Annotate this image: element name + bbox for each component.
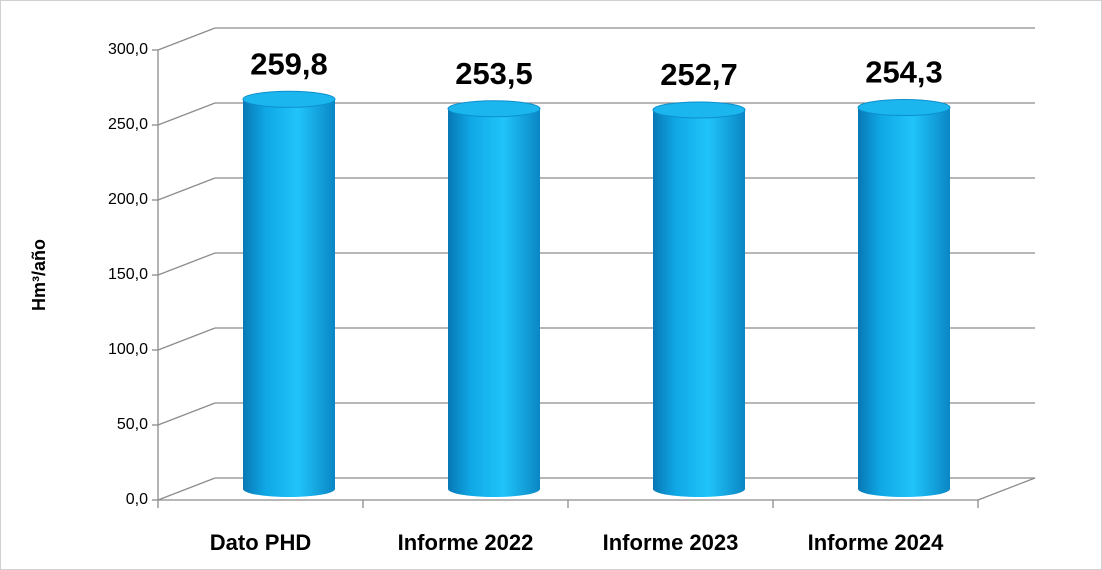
value-label: 252,7 — [660, 57, 738, 92]
floor-edge — [977, 477, 1036, 501]
grid-line — [157, 102, 216, 126]
y-tick-label: 50,0 — [117, 416, 148, 433]
cylinder-top — [857, 99, 951, 117]
x-tick-label: Informe 2022 — [398, 530, 534, 555]
grid-line — [157, 252, 216, 276]
x-tick-label: Informe 2024 — [808, 530, 944, 555]
cylinder — [653, 101, 745, 497]
cylinder-top — [447, 100, 541, 118]
grid-line — [157, 27, 216, 51]
x-tick-label: Informe 2023 — [603, 530, 739, 555]
grid-line — [157, 477, 216, 501]
value-label: 253,5 — [455, 56, 533, 91]
cylinder — [448, 100, 540, 497]
grid-line — [157, 402, 216, 426]
y-tick-label: 200,0 — [108, 191, 148, 208]
y-tick-label: 0,0 — [126, 491, 148, 508]
cylinder-top — [652, 101, 746, 119]
y-axis-label: Hm³/año — [29, 239, 49, 311]
cylinder — [858, 99, 950, 498]
y-tick-label: 250,0 — [108, 116, 148, 133]
y-tick-label: 300,0 — [108, 41, 148, 58]
cylinder — [243, 91, 335, 498]
value-label: 254,3 — [865, 55, 943, 90]
y-tick-label: 150,0 — [108, 266, 148, 283]
x-tick-label: Dato PHD — [210, 530, 311, 555]
grid-line — [157, 327, 216, 351]
grid-line — [157, 177, 216, 201]
y-tick-label: 100,0 — [108, 341, 148, 358]
value-label: 259,8 — [250, 46, 328, 81]
cylinder-top — [242, 90, 336, 108]
